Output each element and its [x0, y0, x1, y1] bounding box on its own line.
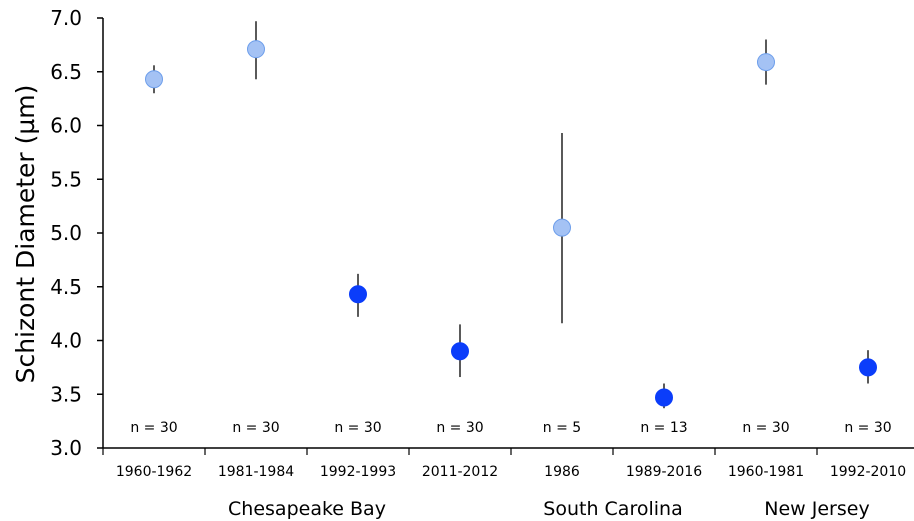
- data-point: [451, 342, 469, 361]
- x-category-label: 1981-1984: [218, 464, 294, 480]
- x-category-label: 1986: [544, 464, 580, 480]
- sample-size-label: n = 30: [844, 420, 891, 436]
- x-category-label: 1992-1993: [320, 464, 396, 480]
- data-point: [757, 53, 775, 72]
- y-tick-label: 6.0: [50, 114, 82, 138]
- sample-size-label: n = 30: [436, 420, 483, 436]
- x-category-label: 1992-2010: [830, 464, 906, 480]
- sample-size-label: n = 30: [130, 420, 177, 436]
- data-point: [859, 358, 877, 377]
- x-category-label: 1960-1981: [728, 464, 804, 480]
- chart-labels: 1960-1962 1981-1984 1992-1993 2011-2012 1986…: [116, 420, 906, 520]
- x-category-label: 2011-2012: [422, 464, 498, 480]
- sample-size-label: n = 13: [640, 420, 687, 436]
- y-tick-label: 3.5: [50, 382, 82, 406]
- y-tick-label: 7.0: [50, 6, 82, 30]
- data-point: [247, 40, 265, 59]
- x-category-label: 1960-1962: [116, 464, 192, 480]
- chart-marks: [145, 21, 877, 409]
- sample-size-label: n = 30: [742, 420, 789, 436]
- y-tick-label: 6.5: [50, 60, 82, 84]
- x-category-label: 1989-2016: [626, 464, 702, 480]
- sample-size-label: n = 30: [232, 420, 279, 436]
- y-tick-label: 3.0: [50, 436, 82, 460]
- y-tick-label: 4.5: [50, 275, 82, 299]
- y-tick-label: 4.0: [50, 329, 82, 353]
- y-tick-label: 5.5: [50, 167, 82, 191]
- group-label: South Carolina: [543, 498, 682, 520]
- data-point: [553, 218, 571, 237]
- data-point: [145, 70, 163, 89]
- group-label: New Jersey: [764, 498, 869, 520]
- data-point: [655, 388, 673, 407]
- group-label: Chesapeake Bay: [228, 498, 386, 520]
- y-axis-title: Schizont Diameter (µm): [11, 85, 40, 384]
- sample-size-label: n = 5: [543, 420, 581, 436]
- y-tick-label: 5.0: [50, 221, 82, 245]
- sample-size-label: n = 30: [334, 420, 381, 436]
- data-point: [349, 285, 367, 304]
- axes: 3.0 3.5 4.0 4.5 5.0 5.5 6.0 6.5 7.0: [50, 6, 914, 460]
